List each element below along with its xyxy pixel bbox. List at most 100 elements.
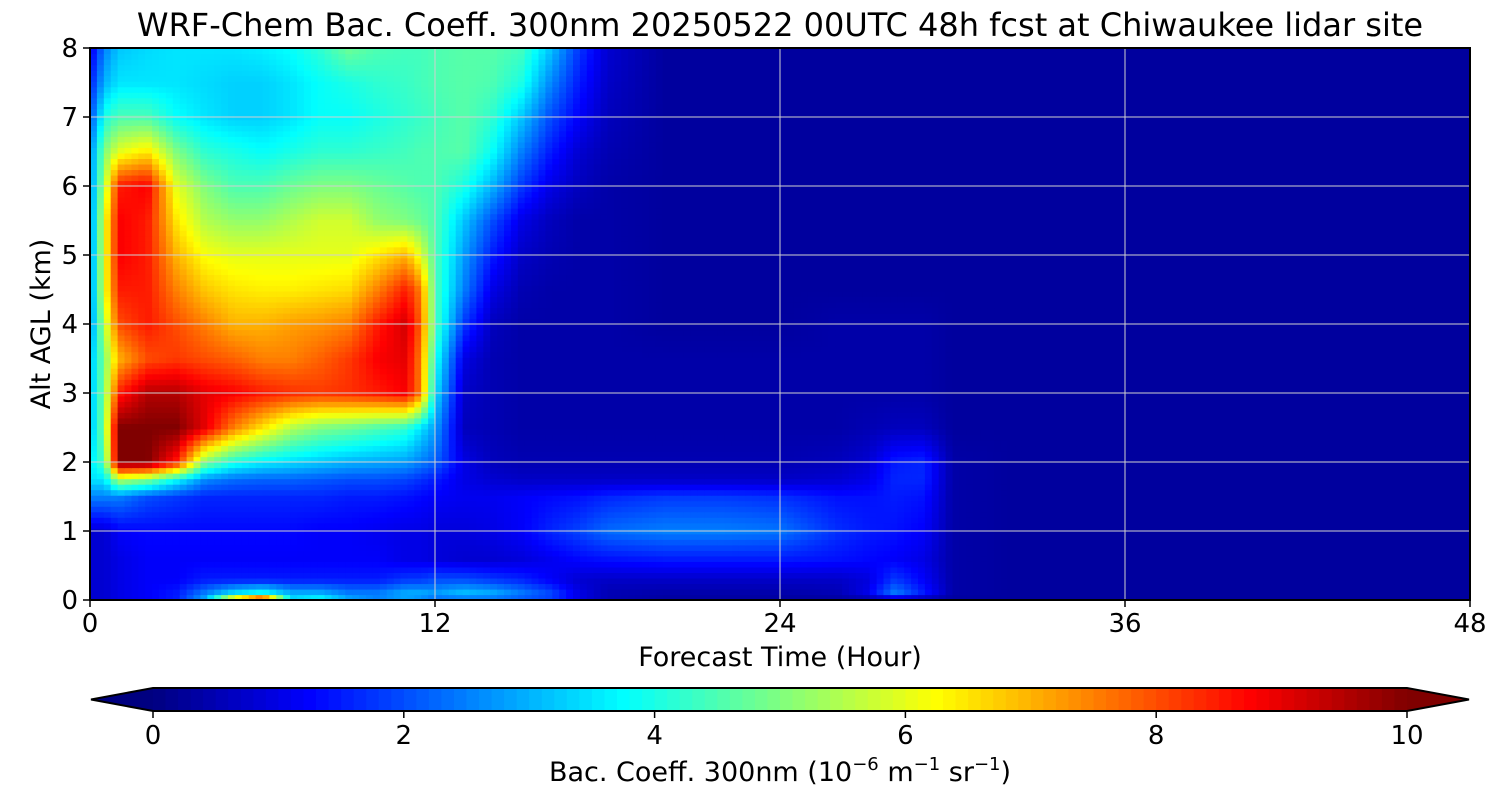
heatmap-cell xyxy=(1200,577,1209,585)
heatmap-cell xyxy=(1069,572,1078,579)
heatmap-cell xyxy=(655,594,664,600)
heatmap-cell xyxy=(1325,522,1333,529)
heatmap-cell xyxy=(745,550,753,557)
heatmap-cell xyxy=(1414,555,1423,562)
heatmap-cell xyxy=(835,594,843,600)
heatmap-cell xyxy=(773,539,781,546)
heatmap-cell xyxy=(1297,467,1305,474)
heatmap-cell xyxy=(262,506,270,513)
heatmap-cell xyxy=(462,467,471,474)
heatmap-cell xyxy=(1207,484,1216,491)
heatmap-cell xyxy=(1297,572,1305,579)
heatmap-cell xyxy=(441,517,450,524)
heatmap-cell xyxy=(924,500,933,507)
heatmap-cell xyxy=(145,594,153,600)
heatmap-cell xyxy=(993,506,1002,513)
heatmap-cell xyxy=(828,566,836,573)
heatmap-cell xyxy=(890,467,898,474)
heatmap-cell xyxy=(1014,484,1023,491)
heatmap-cell xyxy=(1380,467,1388,474)
heatmap-cell xyxy=(566,484,574,491)
heatmap-cell xyxy=(773,506,781,513)
heatmap-cell xyxy=(1194,495,1202,502)
heatmap-cell xyxy=(241,550,250,557)
heatmap-cell xyxy=(124,577,132,585)
heatmap-cell xyxy=(179,467,188,474)
heatmap-cell xyxy=(538,555,546,562)
heatmap-cell xyxy=(669,594,678,600)
heatmap-cell xyxy=(842,572,850,579)
heatmap-cell xyxy=(669,506,678,513)
heatmap-cell xyxy=(262,572,270,579)
heatmap-cell xyxy=(469,500,477,507)
heatmap-cell xyxy=(1014,583,1023,590)
heatmap-cell xyxy=(1242,467,1250,474)
heatmap-cell xyxy=(1056,566,1064,573)
heatmap-cell xyxy=(1338,561,1347,568)
heatmap-cell xyxy=(179,561,188,568)
heatmap-cell xyxy=(635,506,643,513)
heatmap-cell xyxy=(276,522,284,529)
heatmap-cell xyxy=(987,473,995,480)
heatmap-cell xyxy=(172,555,181,562)
heatmap-cell xyxy=(517,473,526,480)
heatmap-cell xyxy=(931,533,940,540)
heatmap-cell xyxy=(1069,555,1078,562)
heatmap-cell xyxy=(1435,484,1443,491)
heatmap-cell xyxy=(1159,583,1167,590)
heatmap-cell xyxy=(1131,583,1140,590)
heatmap-cell xyxy=(1145,478,1154,485)
heatmap-cell xyxy=(497,539,505,546)
heatmap-cell xyxy=(883,511,891,518)
heatmap-cell xyxy=(738,555,747,562)
heatmap-cell xyxy=(1056,583,1064,590)
heatmap-cell xyxy=(1138,473,1147,480)
heatmap-cell xyxy=(642,555,650,562)
heatmap-cell xyxy=(366,473,374,480)
heatmap-cell xyxy=(234,484,243,491)
heatmap-cell xyxy=(1166,467,1174,474)
heatmap-cell xyxy=(331,583,339,590)
heatmap-cell xyxy=(1097,561,1105,568)
heatmap-cell xyxy=(90,555,98,562)
heatmap-cell xyxy=(448,462,457,469)
heatmap-cell xyxy=(600,577,609,585)
heatmap-cell xyxy=(96,478,105,485)
heatmap-cell xyxy=(1276,594,1285,600)
heatmap-cell xyxy=(290,511,298,518)
heatmap-cell xyxy=(600,473,609,480)
heatmap-cell xyxy=(683,583,691,590)
heatmap-cell xyxy=(1242,500,1250,507)
heatmap-cell xyxy=(214,522,222,529)
heatmap-cell xyxy=(1111,484,1119,491)
heatmap-cell xyxy=(821,588,829,596)
heatmap-cell xyxy=(1035,594,1043,600)
heatmap-cell xyxy=(234,473,243,480)
heatmap-cell xyxy=(669,484,678,491)
heatmap-cell xyxy=(724,473,733,480)
heatmap-cell xyxy=(1200,511,1209,518)
heatmap-cell xyxy=(586,550,595,557)
heatmap-cell xyxy=(1242,533,1250,540)
heatmap-cell xyxy=(773,594,781,600)
heatmap-cell xyxy=(876,533,885,540)
heatmap-cell xyxy=(1062,583,1071,590)
heatmap-cell xyxy=(849,511,857,518)
heatmap-cell xyxy=(904,533,912,540)
heatmap-cell xyxy=(1442,473,1450,480)
heatmap-cell xyxy=(635,566,643,573)
heatmap-cell xyxy=(290,539,298,546)
heatmap-cell xyxy=(1407,500,1416,507)
heatmap-cell xyxy=(103,495,112,502)
heatmap-cell xyxy=(372,517,381,524)
heatmap-cell xyxy=(1097,572,1105,579)
heatmap-cell xyxy=(1035,577,1043,585)
heatmap-cell xyxy=(490,533,498,540)
heatmap-cell xyxy=(165,561,174,568)
heatmap-cell xyxy=(800,522,809,529)
heatmap-cell xyxy=(552,473,560,480)
heatmap-cell xyxy=(1104,544,1112,551)
heatmap-cell xyxy=(1407,544,1416,551)
heatmap-cell xyxy=(159,588,167,596)
heatmap-cell xyxy=(911,544,919,551)
